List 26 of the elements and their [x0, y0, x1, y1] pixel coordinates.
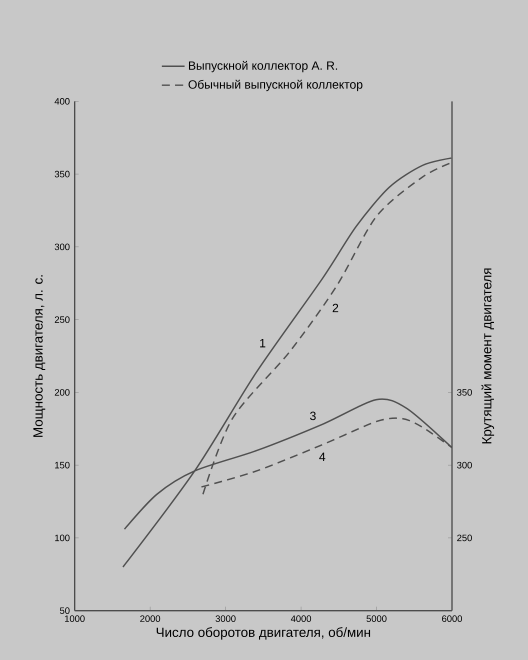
y-axis-title: Мощность двигателя, л. с. [33, 275, 46, 437]
annotation: 4 [319, 452, 326, 461]
y-tick-label: 50 [60, 607, 70, 614]
legend-label: Выпускной коллектор A. R. [188, 60, 338, 72]
annotation: 2 [332, 304, 338, 312]
y2-tick-label: 350 [457, 389, 472, 396]
annotation: 1 [260, 339, 266, 348]
y2-tick-label: 250 [457, 534, 472, 542]
y-tick-label: 250 [54, 316, 70, 323]
y-tick-label: 150 [55, 462, 70, 468]
y-tick-label: 400 [54, 98, 70, 105]
x-tick-label: 2000 [140, 615, 160, 622]
x-tick-label: 6000 [442, 615, 462, 622]
y-tick-label: 200 [54, 389, 70, 396]
x-tick-label: 3000 [216, 615, 236, 622]
x-axis-title: Число оборотов двигателя, об/мин [156, 627, 370, 640]
y-tick-label: 350 [54, 170, 70, 178]
y-tick-label: 100 [55, 534, 70, 542]
legend-label: Обычный выпускной коллектор [188, 80, 362, 92]
x-tick-label: 5000 [366, 615, 387, 622]
x-tick-label: 4000 [290, 615, 312, 622]
annotation: 3 [310, 412, 316, 420]
y-tick-label: 300 [54, 244, 70, 250]
y2-axis-title: Крутящий момент двигателя [481, 268, 494, 444]
x-tick-label: 1000 [64, 615, 85, 622]
y2-tick-label: 300 [457, 462, 472, 468]
